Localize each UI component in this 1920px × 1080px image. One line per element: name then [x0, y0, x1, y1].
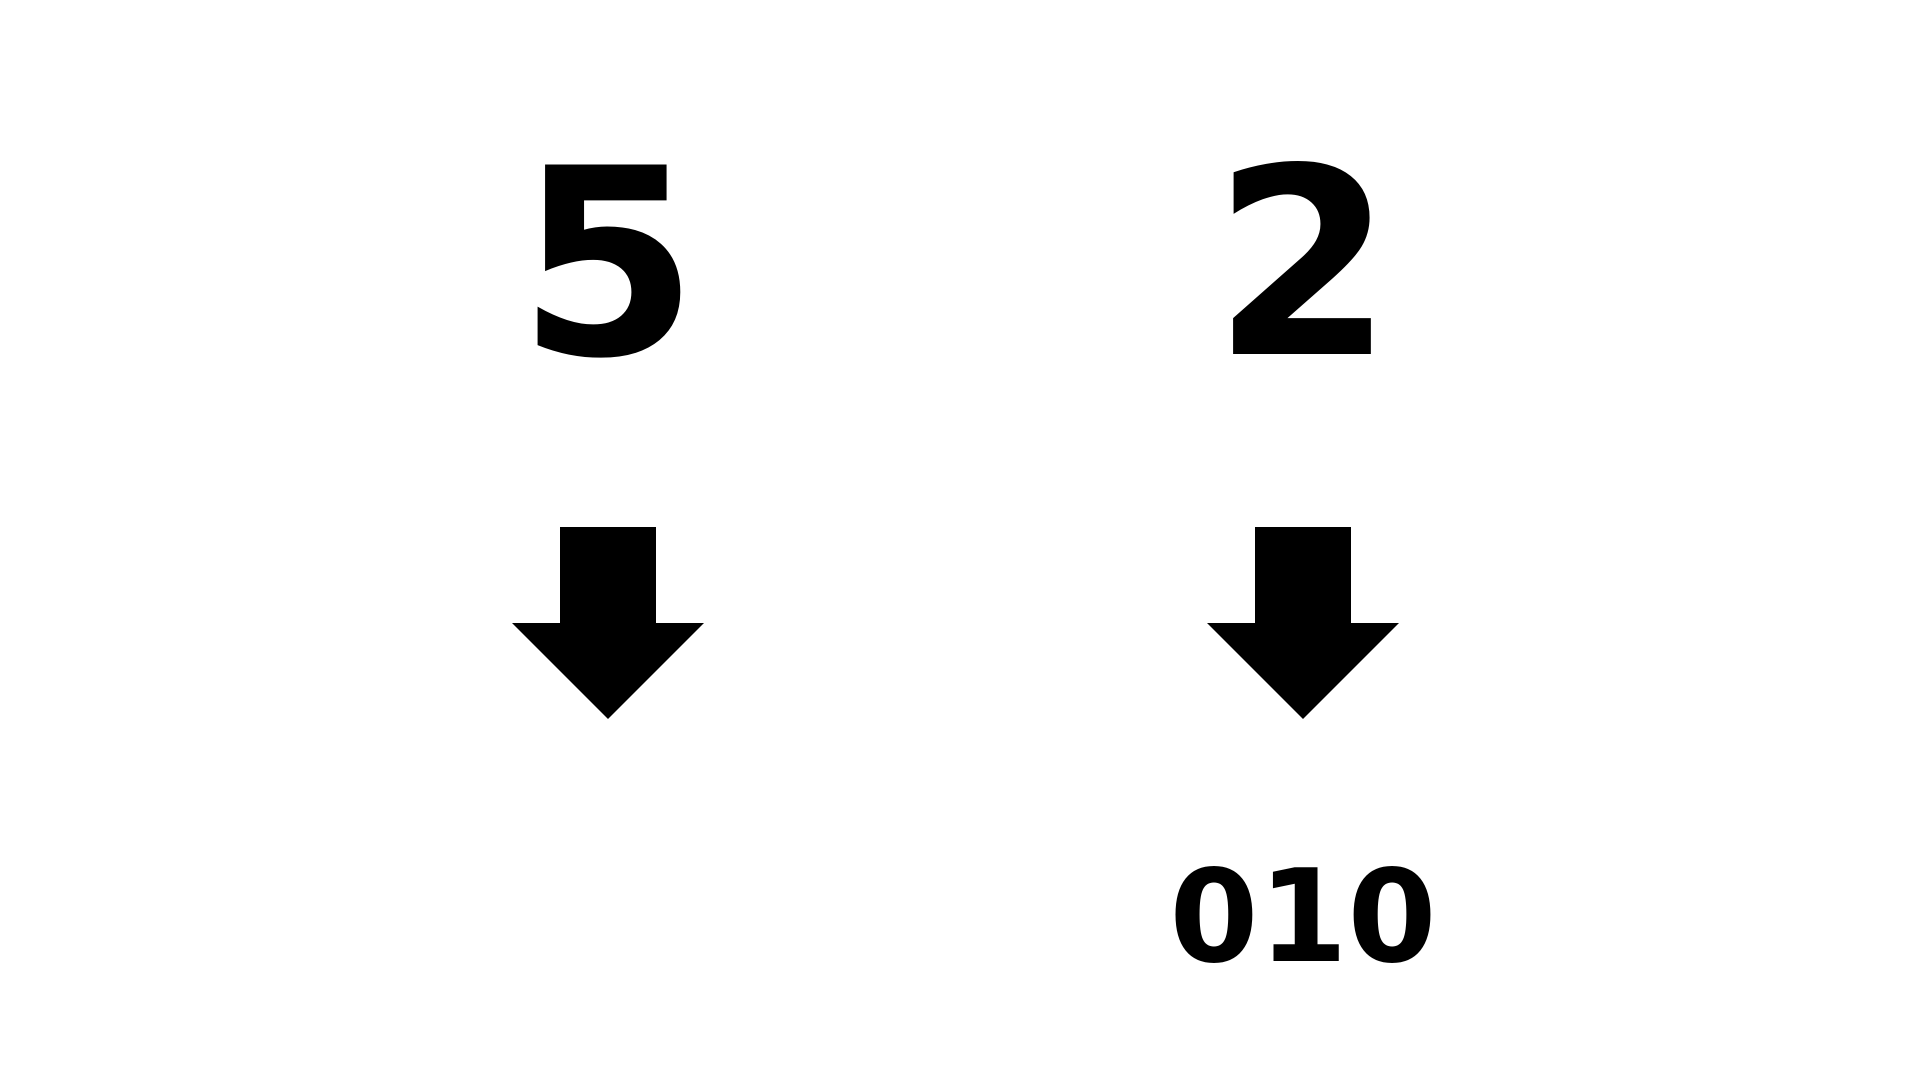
- left-conversion-column: 5: [458, 0, 758, 1080]
- right-conversion-column: 2 010: [1153, 0, 1453, 1080]
- left-top-number: 5: [517, 114, 699, 416]
- down-arrow-icon: [1207, 527, 1399, 719]
- down-arrow-icon: [512, 527, 704, 719]
- right-bottom-number: 010: [1169, 843, 1437, 992]
- right-top-number: 2: [1212, 114, 1394, 416]
